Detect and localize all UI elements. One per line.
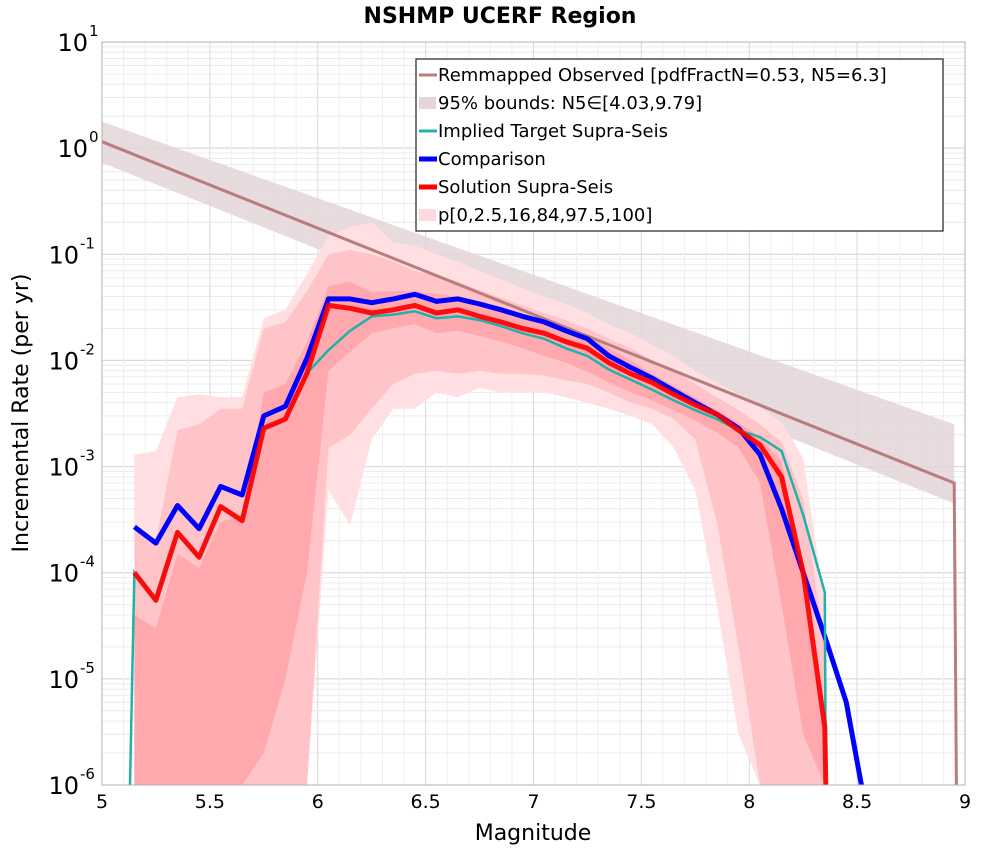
y-tick-base: 10 [57, 135, 88, 163]
legend-label: 95% bounds: N5∈[4.03,9.79] [438, 93, 702, 114]
x-tick-label: 5 [96, 791, 108, 813]
legend-item: Implied Target Supra-Seis [419, 121, 668, 142]
legend-swatch-fill [419, 97, 436, 109]
x-tick-label: 7.5 [626, 791, 656, 813]
y-tick-label: 10 -3 [48, 447, 95, 482]
legend: Remmapped Observed [pdfFractN=0.53, N5=6… [415, 58, 944, 232]
legend-label: Comparison [438, 149, 546, 170]
y-tick-exponent: -3 [80, 447, 95, 465]
y-tick-exponent: -2 [80, 340, 95, 358]
y-tick-base: 10 [48, 560, 79, 588]
y-tick-exponent: -4 [80, 553, 95, 571]
y-tick-base: 10 [48, 666, 79, 694]
y-tick-label: 10 -4 [48, 553, 95, 588]
x-tick-label: 7 [527, 791, 539, 813]
y-tick-exponent: 1 [89, 22, 99, 40]
observed-line [102, 140, 958, 785]
y-tick-label: 10 -5 [48, 659, 95, 694]
legend-item: 95% bounds: N5∈[4.03,9.79] [419, 93, 702, 114]
x-tick-label: 8 [743, 791, 755, 813]
x-tick-label: 5.5 [195, 791, 225, 813]
x-tick-label: 6 [312, 791, 324, 813]
y-tick-base: 10 [48, 241, 79, 269]
y-tick-base: 10 [48, 454, 79, 482]
legend-label: Implied Target Supra-Seis [438, 121, 668, 142]
plot-content [102, 121, 958, 785]
plot-frame [101, 41, 966, 786]
y-tick-label: 10 -6 [48, 765, 95, 800]
y-tick-label: 10 -1 [48, 234, 95, 269]
legend-label: p[0,2.5,16,84,97.5,100] [438, 205, 652, 226]
y-tick-label: 10 0 [57, 128, 98, 163]
legend-label: Solution Supra-Seis [438, 177, 613, 198]
x-tick-label: 8.5 [842, 791, 872, 813]
legend-swatch-fill [419, 209, 436, 221]
y-axis-label: Incremental Rate (per yr) [9, 274, 34, 553]
legend-item: Comparison [419, 149, 546, 170]
y-tick-exponent: -5 [80, 659, 95, 677]
solution-line [132, 302, 829, 785]
y-tick-exponent: 0 [89, 128, 99, 146]
legend-item: Solution Supra-Seis [419, 177, 613, 198]
y-tick-label: 10 -2 [48, 340, 95, 375]
y-tick-exponent: -1 [80, 234, 95, 252]
x-tick-label: 9 [959, 791, 971, 813]
legend-box [415, 58, 944, 232]
y-tick-label: 10 1 [57, 22, 98, 57]
x-tick-label: 6.5 [411, 791, 441, 813]
x-axis-label: Magnitude [475, 821, 592, 846]
y-tick-exponent: -6 [80, 765, 95, 783]
legend-label: Remmapped Observed [pdfFractN=0.53, N5=6… [438, 65, 887, 86]
percentile-band-16-84 [134, 281, 825, 785]
chart-title: NSHMP UCERF Region [364, 4, 637, 29]
y-tick-base: 10 [48, 347, 79, 375]
y-tick-base: 10 [48, 772, 79, 800]
y-tick-base: 10 [57, 29, 88, 57]
legend-item: Remmapped Observed [pdfFractN=0.53, N5=6… [419, 65, 887, 86]
legend-item: p[0,2.5,16,84,97.5,100] [419, 205, 652, 226]
